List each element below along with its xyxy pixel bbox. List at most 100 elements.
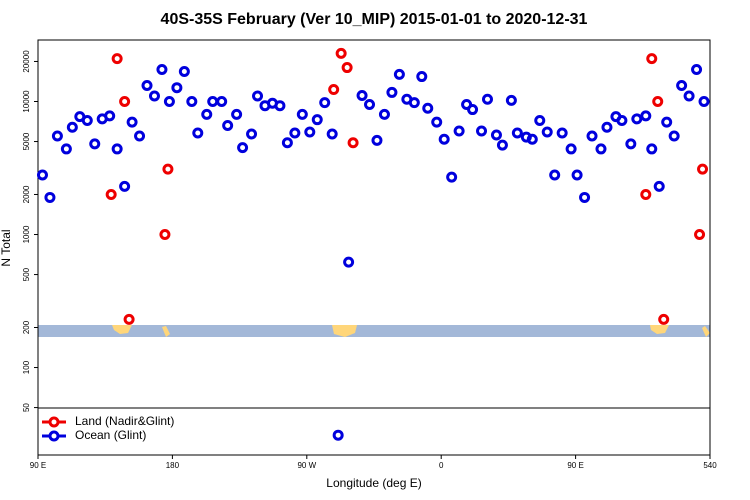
- legend-label: Ocean (Glint): [75, 428, 146, 442]
- point: [453, 125, 465, 137]
- point: [661, 116, 673, 128]
- point: [541, 126, 553, 138]
- point: [625, 138, 637, 150]
- point: [274, 100, 286, 112]
- ocean-strip: [38, 325, 710, 337]
- y-tick-label: 2000: [22, 185, 31, 203]
- point: [44, 191, 56, 203]
- point: [586, 130, 598, 142]
- point: [134, 130, 146, 142]
- point: [222, 120, 234, 132]
- point: [332, 429, 344, 441]
- point: [162, 163, 174, 175]
- point: [416, 71, 428, 83]
- x-tick-label: 0: [439, 461, 444, 470]
- point: [579, 191, 591, 203]
- point: [481, 93, 493, 105]
- y-tick-label: 20000: [22, 50, 31, 73]
- legend-label: Land (Nadir&Glint): [75, 414, 174, 428]
- point: [496, 139, 508, 151]
- point: [148, 90, 160, 102]
- point: [386, 86, 398, 98]
- point: [335, 47, 347, 59]
- y-tick-label: 100: [22, 360, 31, 374]
- y-tick-label: 500: [22, 267, 31, 281]
- point: [60, 143, 72, 155]
- point: [653, 180, 665, 192]
- point: [438, 133, 450, 145]
- point: [119, 96, 131, 108]
- point: [431, 116, 443, 128]
- point: [616, 114, 628, 126]
- y-tick-label: 200: [22, 320, 31, 334]
- x-tick-label: 180: [166, 461, 180, 470]
- y-tick-label: 50: [22, 403, 31, 412]
- point: [81, 114, 93, 126]
- chart-title: 40S-35S February (Ver 10_MIP) 2015-01-01…: [161, 11, 588, 28]
- point: [201, 108, 213, 120]
- legend-marker: [48, 430, 60, 442]
- point: [371, 134, 383, 146]
- point: [66, 121, 78, 133]
- y-tick-label: 10000: [22, 90, 31, 113]
- point: [408, 97, 420, 109]
- point: [123, 313, 135, 325]
- point: [319, 97, 331, 109]
- land-shape: [112, 325, 132, 334]
- point: [640, 188, 652, 200]
- point: [328, 84, 340, 96]
- point: [476, 125, 488, 137]
- point: [36, 169, 48, 181]
- point: [119, 180, 131, 192]
- point: [668, 130, 680, 142]
- land-shape: [702, 326, 710, 337]
- point: [676, 79, 688, 91]
- point: [51, 130, 63, 142]
- point: [565, 143, 577, 155]
- point: [526, 133, 538, 145]
- point: [347, 137, 359, 149]
- point: [652, 96, 664, 108]
- point: [646, 143, 658, 155]
- point: [393, 68, 405, 80]
- x-tick-label: 540: [703, 461, 717, 470]
- point: [422, 102, 434, 114]
- point: [490, 129, 502, 141]
- point: [163, 96, 175, 108]
- y-tick-label: 1000: [22, 225, 31, 243]
- point: [246, 128, 258, 140]
- land-shape: [650, 325, 669, 334]
- point: [89, 138, 101, 150]
- map-strip: [38, 325, 710, 337]
- point: [446, 171, 458, 183]
- point: [571, 169, 583, 181]
- point: [111, 53, 123, 65]
- point: [231, 108, 243, 120]
- point: [289, 127, 301, 139]
- point: [683, 90, 695, 102]
- point: [326, 128, 338, 140]
- point: [237, 142, 249, 154]
- point: [252, 90, 264, 102]
- point: [159, 229, 171, 241]
- point: [296, 108, 308, 120]
- point: [694, 229, 706, 241]
- point: [691, 64, 703, 76]
- point: [341, 62, 353, 74]
- legend-marker: [48, 416, 60, 428]
- point: [534, 114, 546, 126]
- x-tick-label: 90 W: [297, 461, 316, 470]
- point: [141, 79, 153, 91]
- point: [343, 256, 355, 268]
- point: [311, 114, 323, 126]
- point: [658, 313, 670, 325]
- point: [156, 64, 168, 76]
- land-shape: [332, 325, 357, 337]
- point: [505, 94, 517, 106]
- point: [171, 82, 183, 94]
- point: [364, 98, 376, 110]
- point: [595, 143, 607, 155]
- point: [105, 188, 117, 200]
- point: [192, 127, 204, 139]
